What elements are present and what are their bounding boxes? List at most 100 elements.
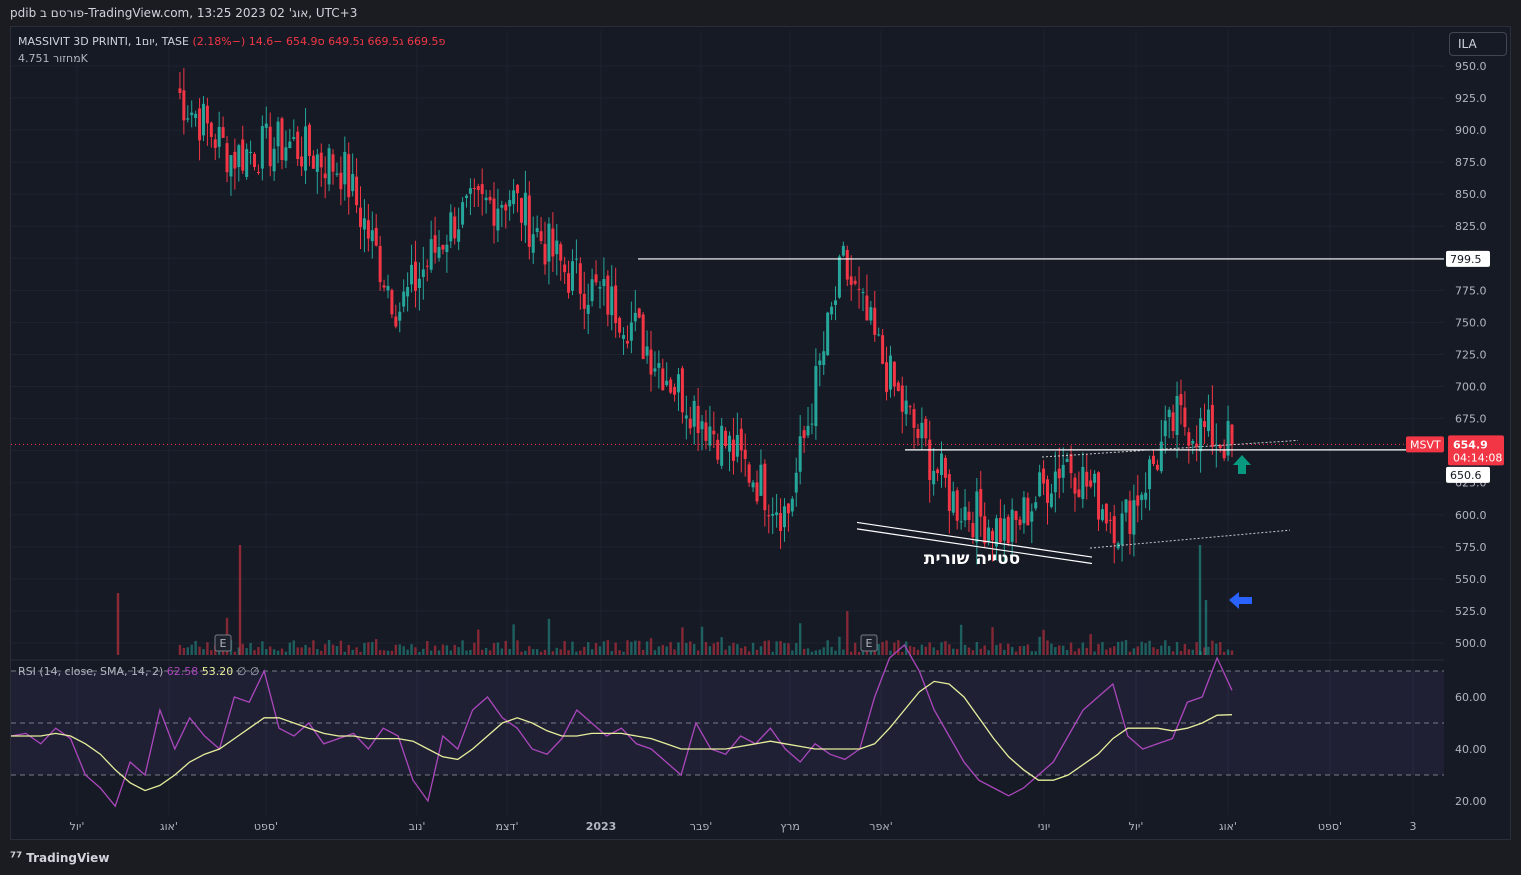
volume-bar xyxy=(1136,646,1139,655)
volume-bar xyxy=(638,640,641,655)
candle-body xyxy=(1038,472,1042,497)
candle-body xyxy=(390,290,394,315)
candle-body xyxy=(622,335,626,339)
candle-body xyxy=(551,228,555,257)
currency-button[interactable]: ILA xyxy=(1449,32,1507,56)
candle-body xyxy=(217,126,221,147)
candle-body xyxy=(260,126,264,169)
volume-bar xyxy=(1022,645,1026,655)
price-tick-label: 525.0 xyxy=(1455,605,1487,618)
volume-bar xyxy=(1124,640,1128,655)
symbol-legend[interactable]: MASSIVIT 3D PRINTI, 1יום, TASE פ669.5 ג6… xyxy=(18,35,445,48)
volume-bar xyxy=(590,649,594,655)
candle-body xyxy=(724,430,728,446)
volume-bar xyxy=(948,644,951,655)
volume-bar xyxy=(433,645,437,655)
candle-body xyxy=(563,264,567,273)
volume-bar xyxy=(920,644,924,655)
time-tick-label: ספט' xyxy=(1318,820,1342,833)
volume-bar xyxy=(347,645,350,655)
rsi-title: RSI (14, close, SMA, 14, 2) xyxy=(18,665,164,678)
candle-body xyxy=(237,145,241,168)
candle-body xyxy=(205,105,209,124)
candle-body xyxy=(614,285,618,324)
candle-body xyxy=(496,208,500,231)
volume-bar xyxy=(814,650,818,655)
volume-bar xyxy=(736,644,739,655)
candle-body xyxy=(1104,503,1108,524)
volume-bar xyxy=(457,647,460,655)
volume-bar xyxy=(1226,649,1230,655)
footer-brand[interactable]: ⁷⁷ TradingView xyxy=(10,850,109,866)
candle-body xyxy=(1191,441,1195,444)
volume-bar xyxy=(292,640,295,655)
volume-bar xyxy=(1203,647,1206,655)
volume-bar xyxy=(842,649,845,655)
volume-bar xyxy=(1140,641,1143,655)
volume-bar xyxy=(1042,629,1045,655)
candle-body xyxy=(284,147,288,161)
volume-bar xyxy=(327,640,331,655)
candle-body xyxy=(704,422,708,441)
brand-name: TradingView xyxy=(26,851,110,865)
volume-bar xyxy=(194,640,197,655)
volume-bar xyxy=(1211,640,1214,655)
candle-body xyxy=(288,141,292,149)
candle-body xyxy=(881,335,885,364)
volume-bar xyxy=(696,650,700,655)
candle-body xyxy=(370,230,374,242)
candle-body xyxy=(437,246,441,258)
candle-body xyxy=(1132,500,1136,535)
candle-body xyxy=(794,472,798,493)
volume-bar xyxy=(304,644,307,655)
candle-body xyxy=(457,229,461,242)
candle-body xyxy=(1203,421,1207,428)
candle-body xyxy=(425,265,429,267)
volume-bar xyxy=(747,651,751,655)
candle-body xyxy=(837,256,841,298)
candle-body xyxy=(1140,494,1144,501)
volume-bar xyxy=(1179,651,1183,655)
candle-body xyxy=(885,362,889,393)
candle-body xyxy=(519,197,523,223)
volume-bar xyxy=(692,644,696,655)
time-tick-label: 2023 xyxy=(586,820,617,833)
volume-bar xyxy=(614,642,617,655)
volume-bar xyxy=(881,641,884,655)
volume-bar xyxy=(912,647,916,655)
candle-body xyxy=(967,511,971,521)
candle-body xyxy=(739,428,743,451)
candle-body xyxy=(359,207,363,228)
volume-bar xyxy=(398,644,401,655)
volume-bar xyxy=(834,650,837,655)
candle-body xyxy=(661,368,665,391)
volume-bar xyxy=(477,629,480,655)
countdown-label: 04:14:08 xyxy=(1453,451,1502,464)
candle-body xyxy=(673,386,677,395)
volume-bar xyxy=(1187,649,1191,655)
candle-body xyxy=(441,244,445,250)
candle-body xyxy=(802,430,806,439)
volume-bar xyxy=(586,642,590,655)
candle-body xyxy=(461,202,465,225)
volume-bar xyxy=(272,649,276,655)
candle-body xyxy=(708,426,712,446)
candle-body xyxy=(712,430,716,435)
volume-legend[interactable]: מחזור 4.751K xyxy=(18,52,88,65)
volume-bar xyxy=(1081,642,1085,655)
volume-bar xyxy=(178,644,182,655)
candle-body xyxy=(830,306,834,315)
candle-body xyxy=(1042,468,1046,484)
candle-body xyxy=(429,239,433,270)
rsi-legend[interactable]: RSI (14, close, SMA, 14, 2) 62.58 53.20 … xyxy=(18,665,259,678)
volume-bar xyxy=(1093,651,1096,655)
price-tick-label: 875.0 xyxy=(1455,156,1487,169)
candle-body xyxy=(555,240,559,255)
volume-bar xyxy=(249,642,252,655)
volume-bar xyxy=(441,644,445,655)
price-tick-label: 550.0 xyxy=(1455,573,1487,586)
volume-bar xyxy=(916,649,920,655)
candle-body xyxy=(826,312,830,356)
volume-bar xyxy=(257,647,260,655)
